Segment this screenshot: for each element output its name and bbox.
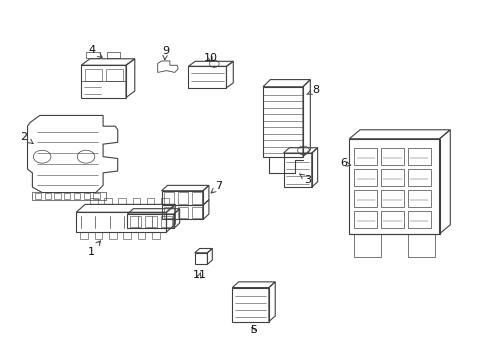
Bar [145,216,157,226]
Bar [86,52,100,58]
Bar [81,65,126,98]
Bar [178,192,187,204]
Bar [123,232,131,239]
Bar [32,192,105,200]
Bar [407,211,430,228]
Bar [407,169,430,186]
Bar [105,69,122,81]
Bar [232,288,268,321]
Bar [263,87,303,157]
Text: 5: 5 [249,325,256,335]
Bar [283,153,311,187]
Bar [127,214,173,228]
Bar [118,198,126,204]
Bar [191,192,201,204]
Bar [380,190,403,207]
Bar [194,253,207,264]
Bar [90,198,98,204]
Text: 2: 2 [20,132,33,144]
Text: 11: 11 [192,270,206,280]
Bar [407,148,430,165]
Bar [80,232,88,239]
Bar [132,198,140,204]
Bar [76,212,166,232]
Bar [83,193,90,199]
Text: 3: 3 [299,174,311,185]
Text: 1: 1 [87,241,101,257]
Bar [353,234,380,257]
Bar [380,169,403,186]
Bar [94,232,102,239]
Bar [44,193,51,199]
Bar [163,207,174,218]
Bar [146,198,154,204]
Bar [138,232,145,239]
Bar [85,69,102,81]
Bar [353,190,376,207]
Bar [353,211,376,228]
Bar [130,216,141,226]
Bar [64,193,70,199]
Text: 7: 7 [211,181,222,193]
Text: 9: 9 [162,46,169,60]
Bar [106,52,120,58]
Bar [380,148,403,165]
Bar [161,191,203,205]
Bar [35,193,41,199]
Text: 8: 8 [306,85,319,95]
Bar [109,232,116,239]
Bar [407,190,430,207]
Bar [161,205,203,220]
Bar [353,169,376,186]
Bar [161,216,172,226]
Text: 6: 6 [339,158,350,168]
Bar [161,198,168,204]
Bar [93,193,100,199]
Bar [191,207,201,218]
Bar [348,139,439,234]
Bar [380,211,403,228]
Text: 10: 10 [203,53,217,63]
Bar [54,193,61,199]
Text: 4: 4 [89,45,102,58]
Bar [104,198,112,204]
Bar [407,234,434,257]
Bar [163,192,174,204]
Bar [152,232,160,239]
Bar [353,148,376,165]
Bar [188,66,226,88]
Bar [178,207,187,218]
Bar [74,193,80,199]
